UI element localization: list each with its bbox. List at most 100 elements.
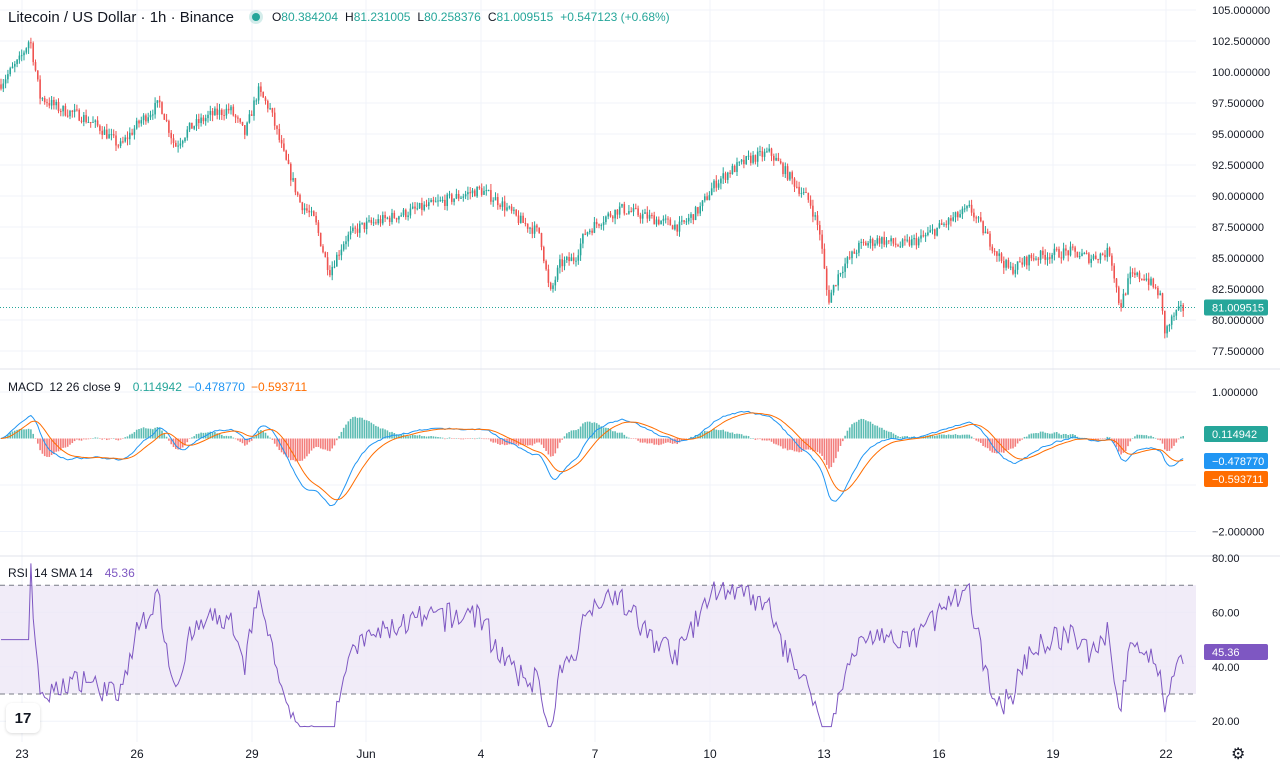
macd-histogram-bar: [563, 436, 566, 439]
candle-body: [115, 135, 117, 146]
candle-body: [469, 192, 471, 194]
macd-histogram-bar: [655, 438, 658, 445]
rsi-legend[interactable]: RSI 14 SMA 14 45.36: [8, 566, 135, 580]
candle-body: [451, 194, 453, 202]
candle-body: [188, 122, 191, 130]
price-axis-label: 85.000000: [1212, 253, 1264, 265]
symbol-title[interactable]: Litecoin / US Dollar · 1h · Binance: [8, 8, 234, 26]
macd-histogram-group: [0, 416, 1184, 469]
macd-histogram-bar: [428, 436, 430, 439]
macd-histogram-bar: [828, 438, 830, 469]
candle-body: [1101, 253, 1104, 255]
candle-body: [382, 215, 384, 224]
candle-body: [202, 117, 205, 122]
candle-body: [561, 259, 563, 267]
macd-histogram-bar: [250, 438, 253, 441]
candle-body: [216, 108, 218, 115]
macd-histogram-bar: [444, 438, 446, 440]
candle-body: [83, 115, 85, 122]
macd-histogram-bar: [441, 437, 444, 439]
tradingview-logo-icon[interactable]: 17: [6, 703, 40, 733]
macd-histogram-bar: [929, 434, 931, 439]
macd-histogram-bar: [510, 438, 513, 445]
macd-histogram-bar: [1136, 434, 1138, 439]
candle-body: [480, 188, 483, 195]
macd-histogram-bar: [1035, 433, 1037, 439]
macd-histogram-bar: [50, 438, 53, 456]
macd-histogram-bar: [1049, 433, 1051, 439]
candle-body: [444, 199, 446, 207]
candle-body: [515, 209, 517, 216]
candle-body: [1173, 315, 1175, 317]
candle-body: [609, 213, 612, 217]
candle-body: [391, 212, 393, 223]
candle-body: [860, 241, 862, 243]
macd-histogram-bar: [1164, 438, 1166, 450]
macd-histogram-bar: [393, 433, 396, 439]
macd-signal-label: −0.593711: [1212, 474, 1264, 486]
candle-body: [2, 83, 5, 89]
candle-body: [483, 190, 485, 195]
rsi-line: [1, 563, 1184, 728]
macd-histogram-bar: [552, 438, 554, 457]
macd-histogram-bar: [1173, 438, 1175, 446]
macd-histogram-bar: [837, 438, 839, 452]
candle-body: [745, 156, 747, 165]
candle-body: [559, 259, 561, 268]
macd-histogram-bar: [30, 429, 32, 439]
macd-histogram-bar: [211, 432, 214, 439]
candle-body: [1104, 254, 1106, 258]
macd-histogram-bar: [257, 430, 260, 439]
time-axis-label: 4: [478, 747, 485, 761]
candle-body: [554, 279, 557, 286]
candle-body: [959, 214, 961, 218]
macd-histogram-bar: [411, 434, 414, 439]
candle-body: [543, 247, 545, 262]
macd-histogram-bar: [209, 431, 212, 439]
macd-histogram-bar: [945, 435, 948, 439]
candle-body: [970, 204, 973, 213]
macd-histogram-bar: [20, 429, 23, 439]
macd-histogram-bar: [860, 418, 862, 439]
macd-histogram-bar: [434, 436, 437, 439]
candle-body: [80, 120, 83, 122]
gear-icon[interactable]: ⚙: [1231, 746, 1246, 763]
candle-body: [876, 238, 879, 244]
candle-body: [324, 252, 327, 258]
macd-histogram-bar: [53, 438, 55, 454]
macd-histogram-bar: [1060, 434, 1063, 439]
macd-histogram-bar: [791, 438, 793, 451]
macd-legend[interactable]: MACD 12 26 close 9 0.114942 −0.478770 −0…: [8, 380, 307, 394]
macd-histogram-bar: [336, 438, 338, 441]
macd-axis-label: −2.000000: [1212, 527, 1264, 539]
macd-histogram-bar: [906, 436, 908, 439]
candle-body: [662, 218, 665, 221]
macd-histogram-bar: [970, 436, 973, 439]
candle-body: [506, 207, 508, 211]
candle-body: [713, 180, 715, 189]
candle-body: [455, 193, 458, 199]
candle-body: [913, 238, 915, 240]
macd-histogram-bar: [225, 435, 228, 439]
macd-histogram-bar: [377, 426, 379, 439]
macd-histogram-bar: [241, 438, 244, 444]
macd-histogram-bar: [386, 430, 389, 439]
macd-histogram-bar: [133, 432, 136, 439]
macd-histogram-bar: [471, 438, 474, 439]
candle-body: [319, 232, 322, 247]
candle-body: [943, 223, 945, 225]
macd-histogram-bar: [699, 433, 701, 439]
macd-histogram-bar: [483, 438, 485, 440]
candle-body: [736, 162, 738, 172]
macd-histogram-bar: [168, 438, 170, 441]
candle-body: [710, 188, 713, 196]
candle-body: [692, 214, 695, 221]
candle-body: [62, 105, 64, 112]
candle-body: [181, 141, 184, 144]
candle-body: [842, 271, 844, 274]
macd-histogram-bar: [18, 429, 21, 439]
candle-body: [538, 227, 540, 234]
macd-histogram-bar: [248, 438, 251, 443]
time-axis-label: 13: [817, 747, 831, 761]
